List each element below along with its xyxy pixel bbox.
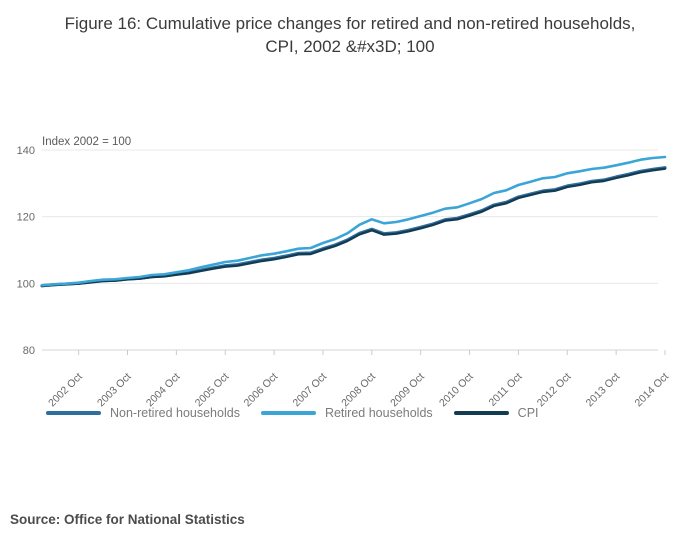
chart-plot-area: 140 120 100 80 Index 2002 = 100 2002 Oct 2003 … (17, 136, 672, 407)
non-retired-line-swatch-icon (46, 411, 101, 415)
x-tick-label-8: 2010 Oct (437, 371, 476, 407)
x-tick-label-1: 2003 Oct (95, 371, 134, 407)
y-tick-label-120: 120 (17, 212, 35, 224)
x-tick-label-4: 2006 Oct (242, 371, 281, 407)
legend-label-non-retired: Non-retired households (110, 406, 240, 420)
cpi-line-swatch-icon (453, 411, 509, 415)
retired-line-swatch-icon (260, 411, 316, 415)
x-tick-label-12: 2014 Oct (632, 371, 671, 407)
legend-item-retired[interactable]: Retired households (260, 406, 433, 420)
y-tick-label-100: 100 (17, 278, 35, 290)
legend-label-retired: Retired households (324, 406, 433, 420)
x-tick-label-6: 2008 Oct (339, 371, 378, 407)
x-tick-label-5: 2007 Oct (290, 371, 329, 407)
legend-label-cpi: CPI (517, 406, 539, 420)
legend-item-non-retired[interactable]: Non-retired households (46, 406, 240, 420)
legend-item-cpi[interactable]: CPI (453, 406, 539, 420)
chart-legend: Non-retired households Retired household… (46, 406, 539, 420)
x-tick-label-2: 2004 Oct (144, 371, 183, 407)
source-attribution: Source: Office for National Statistics (10, 512, 245, 527)
chart-title: Figure 16: Cumulative price changes for … (64, 14, 636, 57)
x-tick-label-11: 2013 Oct (584, 371, 623, 407)
x-tick-label-7: 2009 Oct (388, 371, 427, 407)
x-tick-label-3: 2005 Oct (193, 371, 232, 407)
y-tick-label-140: 140 (17, 145, 35, 157)
line-series-cpi (40, 167, 667, 288)
y-tick-label-80: 80 (23, 345, 35, 357)
x-tick-label-0: 2002 Oct (46, 371, 85, 407)
x-tick-label-9: 2011 Oct (486, 371, 524, 407)
line-series-retired-households (40, 155, 667, 287)
axis-annotation: Index 2002 = 100 (42, 136, 131, 148)
x-tick-label-10: 2012 Oct (535, 371, 574, 407)
